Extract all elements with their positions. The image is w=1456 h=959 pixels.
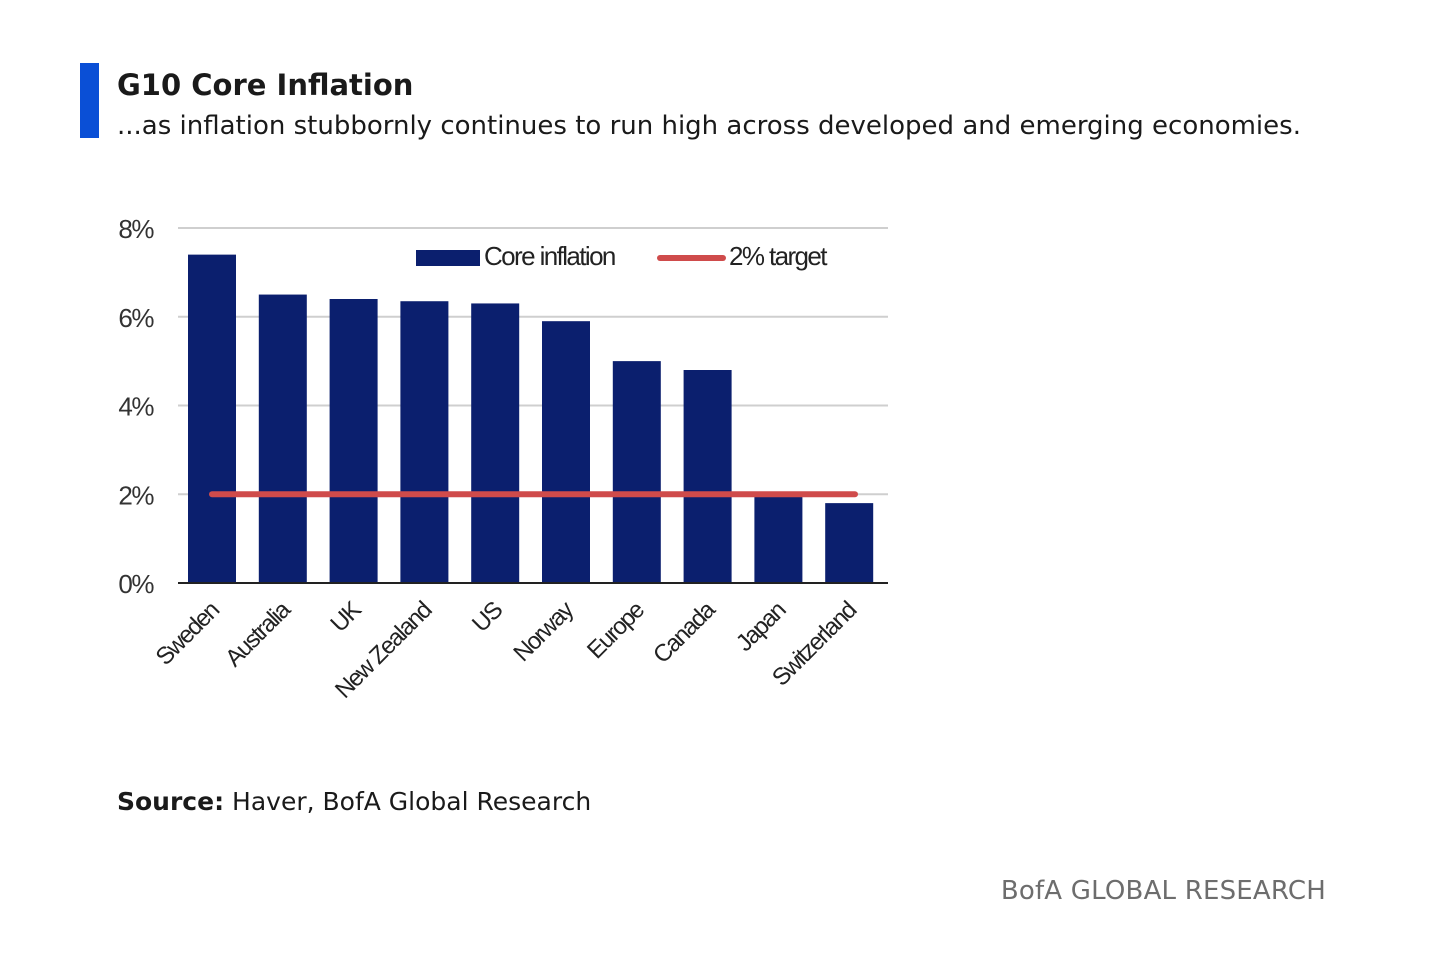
bar (612, 361, 661, 583)
bar (542, 321, 590, 583)
x-tick-label: UK (325, 596, 367, 638)
chart-subtitle: ...as inflation stubbornly continues to … (117, 111, 1301, 141)
x-tick-label: Europe (582, 596, 650, 664)
y-tick-label: 8% (118, 214, 154, 244)
bar (471, 303, 520, 583)
x-tick-label: Sweden (151, 597, 225, 671)
bar (825, 503, 874, 583)
title-accent-bar (80, 63, 99, 138)
x-tick-label: Japan (731, 597, 791, 657)
legend-swatch-core-inflation (416, 250, 480, 266)
x-tick-label: US (467, 597, 508, 638)
bar (683, 370, 732, 583)
chart-title: G10 Core Inflation (117, 68, 414, 102)
source-note: Source: Haver, BofA Global Research (117, 787, 591, 816)
x-tick-label: Australia (220, 596, 297, 673)
legend-label-target: 2% target (729, 241, 828, 271)
y-tick-label: 4% (118, 392, 154, 422)
y-tick-label: 0% (118, 569, 154, 599)
y-tick-label: 2% (118, 480, 154, 510)
source-label: Source: (117, 787, 225, 816)
legend-label-core-inflation: Core inflation (484, 241, 615, 271)
y-tick-label: 6% (118, 303, 154, 333)
bar (329, 299, 378, 583)
source-text: Haver, BofA Global Research (232, 787, 592, 816)
bar (400, 301, 449, 583)
x-tick-label: Norway (508, 596, 579, 667)
x-tick-label: Canada (648, 596, 721, 669)
bar (754, 496, 803, 583)
bar (188, 254, 236, 583)
bar (258, 294, 307, 583)
footer-brand: BofA GLOBAL RESEARCH (1000, 876, 1326, 906)
